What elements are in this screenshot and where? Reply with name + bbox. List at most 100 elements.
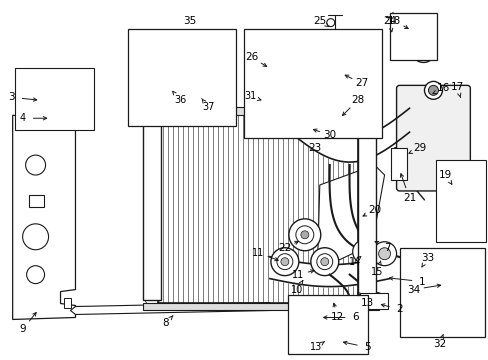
Bar [389, 13, 437, 60]
Circle shape [454, 227, 467, 239]
Circle shape [413, 262, 425, 274]
Text: 8: 8 [162, 319, 168, 328]
Polygon shape [13, 115, 75, 319]
Circle shape [302, 305, 316, 319]
Circle shape [352, 240, 376, 264]
Text: 31: 31 [244, 91, 256, 101]
Circle shape [296, 71, 306, 81]
Circle shape [456, 94, 465, 102]
Circle shape [319, 334, 329, 345]
Text: 22: 22 [278, 243, 291, 253]
Text: 24: 24 [382, 15, 395, 26]
Circle shape [370, 100, 376, 106]
Circle shape [191, 51, 209, 69]
Text: 13: 13 [360, 297, 373, 307]
Circle shape [148, 53, 176, 80]
Bar [158, 115, 357, 302]
Text: 5: 5 [364, 342, 370, 352]
Text: 33: 33 [420, 253, 433, 263]
Circle shape [320, 258, 328, 266]
Text: 17: 17 [450, 82, 463, 93]
Circle shape [142, 100, 148, 106]
Bar [143, 107, 378, 115]
Circle shape [358, 246, 370, 258]
Circle shape [427, 85, 438, 95]
Circle shape [45, 110, 60, 124]
Text: 29: 29 [412, 143, 425, 153]
Bar [399, 115, 417, 137]
Circle shape [372, 242, 396, 266]
Circle shape [326, 19, 334, 27]
Circle shape [300, 231, 308, 239]
Bar [128, 28, 236, 126]
Bar [158, 115, 357, 302]
Circle shape [288, 109, 314, 135]
Text: 14: 14 [348, 257, 360, 267]
Circle shape [297, 300, 321, 323]
Circle shape [288, 219, 320, 251]
Polygon shape [143, 50, 222, 100]
Text: 21: 21 [402, 193, 415, 203]
Text: 2: 2 [395, 305, 402, 315]
Circle shape [451, 178, 469, 196]
Text: 30: 30 [323, 130, 336, 140]
Circle shape [184, 45, 216, 76]
Text: 10: 10 [290, 284, 303, 294]
Text: 9: 9 [20, 324, 26, 334]
Circle shape [22, 224, 48, 250]
Bar [143, 302, 378, 310]
Text: 23: 23 [307, 143, 321, 153]
Circle shape [259, 94, 270, 106]
Circle shape [310, 248, 338, 276]
Bar [287, 294, 367, 354]
Text: 37: 37 [202, 102, 214, 112]
Text: 7: 7 [384, 243, 390, 253]
Circle shape [155, 80, 175, 100]
Circle shape [378, 248, 390, 260]
Text: 11: 11 [291, 270, 304, 280]
FancyBboxPatch shape [396, 85, 469, 191]
Circle shape [148, 100, 154, 106]
Circle shape [276, 254, 292, 270]
Circle shape [424, 81, 442, 99]
Text: 16: 16 [436, 84, 449, 93]
Circle shape [270, 248, 298, 276]
Text: 13: 13 [309, 342, 321, 352]
Text: 36: 36 [174, 95, 186, 105]
Text: 12: 12 [330, 312, 344, 323]
Circle shape [455, 182, 466, 192]
Text: 6: 6 [352, 312, 358, 323]
Text: 25: 25 [312, 15, 326, 26]
Circle shape [280, 258, 288, 266]
Bar [399, 248, 484, 337]
Text: 11: 11 [251, 248, 264, 258]
Text: 15: 15 [371, 267, 383, 276]
Text: 1: 1 [418, 276, 425, 287]
Text: 34: 34 [406, 284, 419, 294]
Circle shape [305, 67, 313, 75]
Bar [244, 28, 381, 138]
Text: 19: 19 [438, 170, 451, 180]
Bar [143, 118, 161, 300]
Circle shape [372, 293, 382, 302]
Circle shape [294, 115, 308, 129]
Circle shape [411, 39, 435, 62]
Circle shape [407, 256, 430, 280]
Polygon shape [297, 328, 347, 347]
Circle shape [140, 45, 184, 88]
Polygon shape [70, 302, 274, 315]
Text: 4: 4 [20, 113, 26, 123]
Polygon shape [317, 165, 384, 260]
Text: 3: 3 [8, 92, 15, 102]
Circle shape [25, 155, 45, 175]
Bar [15, 68, 94, 130]
Circle shape [314, 329, 334, 349]
Circle shape [364, 100, 370, 106]
Circle shape [359, 293, 373, 307]
Text: 18: 18 [387, 15, 400, 26]
Circle shape [316, 254, 332, 270]
Text: 28: 28 [350, 95, 364, 105]
Circle shape [49, 114, 56, 120]
Text: 26: 26 [245, 53, 258, 63]
Circle shape [295, 226, 313, 244]
